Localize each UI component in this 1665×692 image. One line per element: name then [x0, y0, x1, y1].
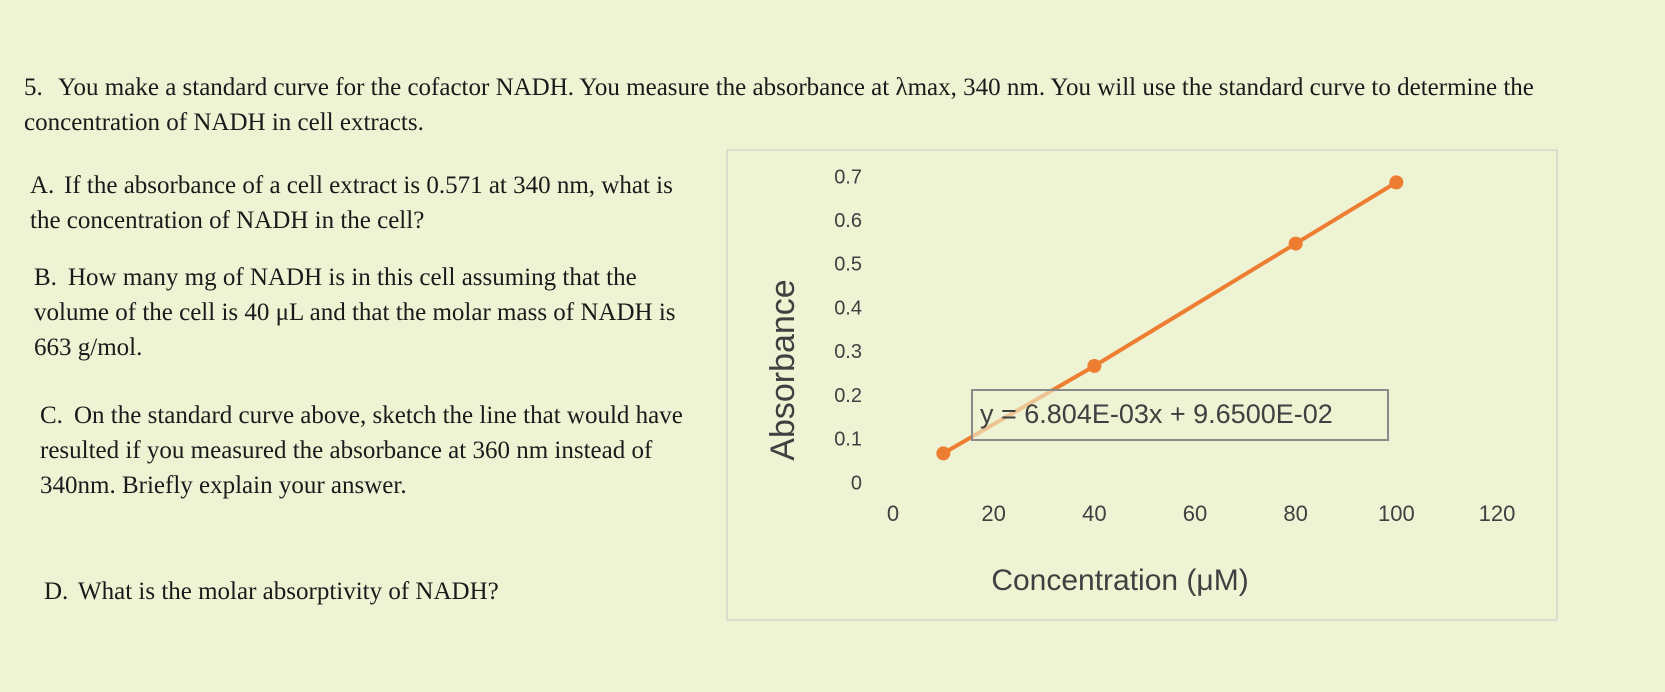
y-tick-label: 0.5 — [834, 254, 862, 276]
x-tick-label: 120 — [1479, 501, 1516, 526]
annotation: y = 6.804E-03x + 9.6500E-02 — [980, 399, 1333, 429]
data-point — [1389, 175, 1404, 190]
y-tick-label: 0 — [851, 472, 862, 494]
y-tick-label: 0.6 — [834, 210, 862, 232]
data-point — [1288, 236, 1303, 251]
data-point — [1087, 358, 1102, 373]
part-text: What is the molar absorptivity of NADH? — [78, 578, 499, 605]
x-axis-label: Concentration (μM) — [991, 564, 1248, 597]
part-label: B. — [34, 264, 57, 291]
data-point — [936, 446, 951, 461]
x-tick-label: 100 — [1378, 501, 1415, 526]
x-tick-label: 80 — [1283, 501, 1307, 526]
part-text: If the absorbance of a cell extract is 0… — [30, 172, 673, 234]
part: B. How many mg of NADH is in this cell as… — [34, 260, 714, 365]
y-tick-label: 0.2 — [834, 385, 862, 407]
part-label: D. — [44, 578, 69, 605]
part-label: A. — [30, 172, 55, 199]
y-axis-label: Absorbance — [764, 279, 802, 460]
part: D. What is the molar absorptivity of NADH… — [44, 574, 724, 609]
part-text: On the standard curve above, sketch the … — [40, 402, 683, 499]
y-tick-label: 0.7 — [834, 166, 862, 188]
part-label: C. — [40, 402, 63, 429]
question-text: You make a standard curve for the cofact… — [24, 74, 1534, 136]
annotation-box — [971, 389, 1389, 441]
x-tick-label: 20 — [981, 501, 1005, 526]
x-tick-label: 40 — [1082, 501, 1106, 526]
part: A. If the absorbance of a cell extract is… — [30, 168, 690, 238]
y-tick-label: 0.4 — [834, 297, 862, 319]
x-tick-label: 60 — [1183, 501, 1207, 526]
question: 5. You make a standard curve for the cofa… — [24, 70, 1584, 140]
y-tick-label: 0.1 — [834, 429, 862, 451]
y-tick-label: 0.3 — [834, 341, 862, 363]
part-text: How many mg of NADH is in this cell assu… — [34, 264, 676, 361]
question-number: 5. — [24, 74, 43, 101]
x-tick-label: 0 — [887, 501, 899, 526]
part: C. On the standard curve above, sketch th… — [40, 398, 730, 503]
chart-frame — [726, 149, 1558, 621]
